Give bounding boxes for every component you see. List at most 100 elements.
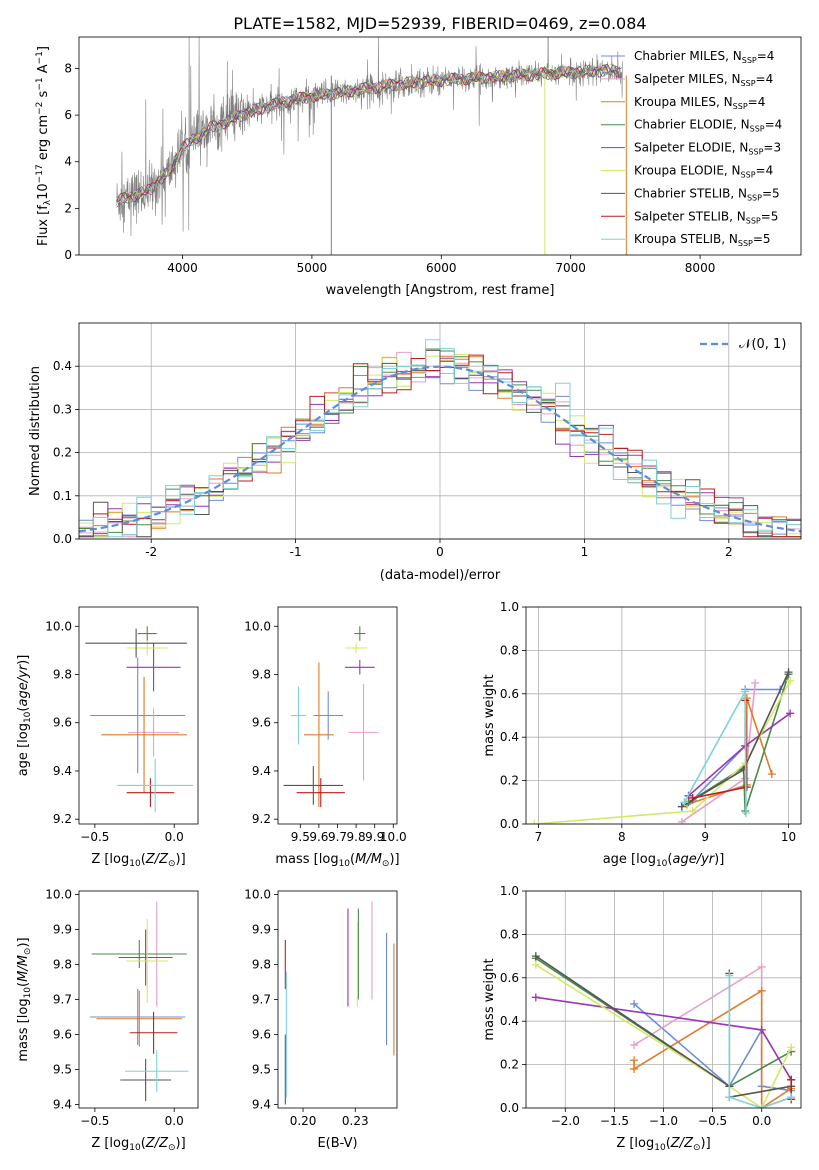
y-tick-label: 2 — [64, 201, 72, 215]
plot-area-residuals — [79, 339, 801, 538]
y-tick-label: 0.1 — [53, 489, 72, 503]
histogram-step — [79, 354, 801, 538]
series-marker — [630, 1041, 639, 1050]
axes-age-vs-mass: 9.5 9.6 9.7 9.8 9.910.09.29.49.69.810.0mass … — [244, 606, 407, 869]
y-tick-label: 9.6 — [53, 1028, 72, 1042]
plot-area-mass-vs-ebv — [284, 901, 395, 1105]
series-marker — [786, 676, 795, 685]
y-tick-label: 0.6 — [500, 971, 519, 985]
y-tick-label: 8 — [64, 61, 72, 75]
legend-entry-label: Chabrier ELODIE, NSSP=4 — [634, 118, 782, 134]
series-marker — [725, 1093, 734, 1102]
x-tick-label: 1 — [581, 545, 589, 559]
y-tick-label: 9.4 — [53, 1098, 72, 1112]
series-line — [687, 712, 791, 797]
y-tick-label: 9.9 — [53, 923, 72, 937]
series-marker — [786, 709, 795, 718]
axes-mass-vs-Z: −0.5 0.0 9.4 9.5 9.6 9.7 9.8 9.9 10.0 Z [log10(Z/… — [16, 888, 199, 1153]
y-tick-label: 4 — [64, 155, 72, 169]
histogram-step — [79, 339, 801, 538]
axes-mass-vs-ebv: 0.20 0.23 9.4 9.5 9.6 9.7 9.8 9.9 10.0 E(B-V) — [244, 888, 398, 1151]
series-marker — [741, 687, 750, 696]
y-tick-label: 0.2 — [500, 774, 519, 788]
series-line — [535, 964, 792, 1108]
series-marker — [757, 1104, 766, 1108]
y-tick-label: 9.5 — [252, 1063, 271, 1077]
y-axis-label: age [log10(age/yr)] — [16, 655, 33, 777]
x-tick-label: 0.23 — [342, 1114, 369, 1128]
x-tick-label: 0.0 — [752, 1114, 771, 1128]
legend-entry-label: Salpeter ELODIE, NSSP=3 — [634, 141, 781, 157]
y-tick-label: 10.0 — [244, 888, 271, 902]
x-axis-label: mass [log10(M/M⊙)] — [275, 852, 399, 869]
y-tick-label: 0.0 — [500, 1101, 519, 1115]
spectrum-model-line — [116, 65, 617, 204]
y-axis-label: mass weight — [482, 674, 497, 756]
x-axis-label: E(B-V) — [317, 1136, 357, 1151]
y-tick-label: 0.4 — [500, 730, 519, 744]
legend-entry-label: Kroupa ELODIE, NSSP=4 — [634, 164, 773, 180]
y-tick-label: 10.0 — [45, 619, 72, 633]
series-marker — [630, 999, 639, 1008]
x-tick-label: 0.0 — [165, 830, 184, 844]
y-tick-label: 0.4 — [53, 359, 72, 373]
x-tick-label: 2 — [725, 545, 733, 559]
plots-layer: 4000 5000 6000 7000 8000 0 2 4 6 8 wavelength [Ang… — [16, 36, 802, 1153]
x-tick-label: 6000 — [426, 261, 457, 275]
y-tick-label: 0.3 — [53, 402, 72, 416]
legend-entry-label: Chabrier STELIB, NSSP=5 — [634, 186, 780, 202]
y-tick-label: 9.5 — [53, 1063, 72, 1077]
x-tick-label: 9.9 — [365, 830, 384, 844]
series-marker — [688, 806, 697, 815]
y-tick-label: 9.4 — [252, 1098, 271, 1112]
x-tick-label: 7000 — [555, 261, 586, 275]
histogram-step — [79, 349, 801, 538]
y-tick-label: 1.0 — [500, 600, 519, 614]
axes-frame — [78, 36, 802, 256]
series-marker — [680, 798, 689, 807]
series-marker — [677, 817, 686, 824]
plot-area-age-vs-mass — [283, 626, 379, 808]
y-tick-label: 9.6 — [53, 716, 72, 730]
x-tick-label: 8000 — [685, 261, 716, 275]
y-tick-label: 10.0 — [244, 619, 271, 633]
x-tick-label: -1 — [290, 545, 302, 559]
axes-frame — [277, 606, 398, 825]
series-marker — [742, 809, 750, 818]
x-tick-label: −1.5 — [600, 1114, 629, 1128]
y-tick-label: 0.2 — [53, 446, 72, 460]
x-axis-label: Z [log10(Z/Z⊙)] — [91, 852, 185, 869]
x-tick-label: 9.5 — [291, 830, 310, 844]
series-marker — [531, 960, 540, 969]
x-tick-label: -2 — [145, 545, 157, 559]
series-marker — [787, 1043, 796, 1052]
series-marker — [725, 971, 734, 980]
plot-area-weight-vs-Z — [531, 952, 796, 1108]
y-axis-label: Normed distribution — [28, 366, 43, 496]
x-tick-label: 10.0 — [380, 830, 407, 844]
series-marker — [784, 668, 793, 677]
y-axis-label: mass weight — [482, 958, 497, 1040]
axes-weight-vs-Z: −2.0 −1.5 −1.0 −0.5 0.0 0.0 0.2 0.4 0.6 0.8 1.0 Z [… — [482, 884, 802, 1153]
y-tick-label: 9.2 — [53, 812, 72, 826]
x-tick-label: −1.0 — [649, 1114, 678, 1128]
legend-entry-label: Salpeter MILES, NSSP=4 — [634, 72, 773, 88]
y-tick-label: 1.0 — [500, 884, 519, 898]
x-axis-label: (data-model)/error — [380, 568, 501, 583]
series-marker — [688, 793, 697, 802]
x-tick-label: 9 — [701, 830, 709, 844]
y-axis-label: mass [log10(M/M⊙)] — [16, 937, 33, 1061]
y-tick-label: 9.6 — [252, 716, 271, 730]
y-tick-label: 0 — [64, 248, 72, 262]
axes-frame — [78, 322, 802, 540]
y-tick-label: 6 — [64, 108, 72, 122]
x-tick-label: 9.6 — [309, 830, 328, 844]
y-tick-label: 0.6 — [500, 687, 519, 701]
x-axis-label: wavelength [Angstrom, rest frame] — [326, 283, 555, 298]
plot-area-mass-vs-Z — [90, 901, 189, 1101]
legend-entry-label: Kroupa STELIB, NSSP=5 — [634, 232, 771, 248]
legend-entry-label: Salpeter STELIB, NSSP=5 — [634, 209, 778, 225]
x-tick-label: −0.5 — [698, 1114, 727, 1128]
series-marker — [787, 1093, 796, 1102]
